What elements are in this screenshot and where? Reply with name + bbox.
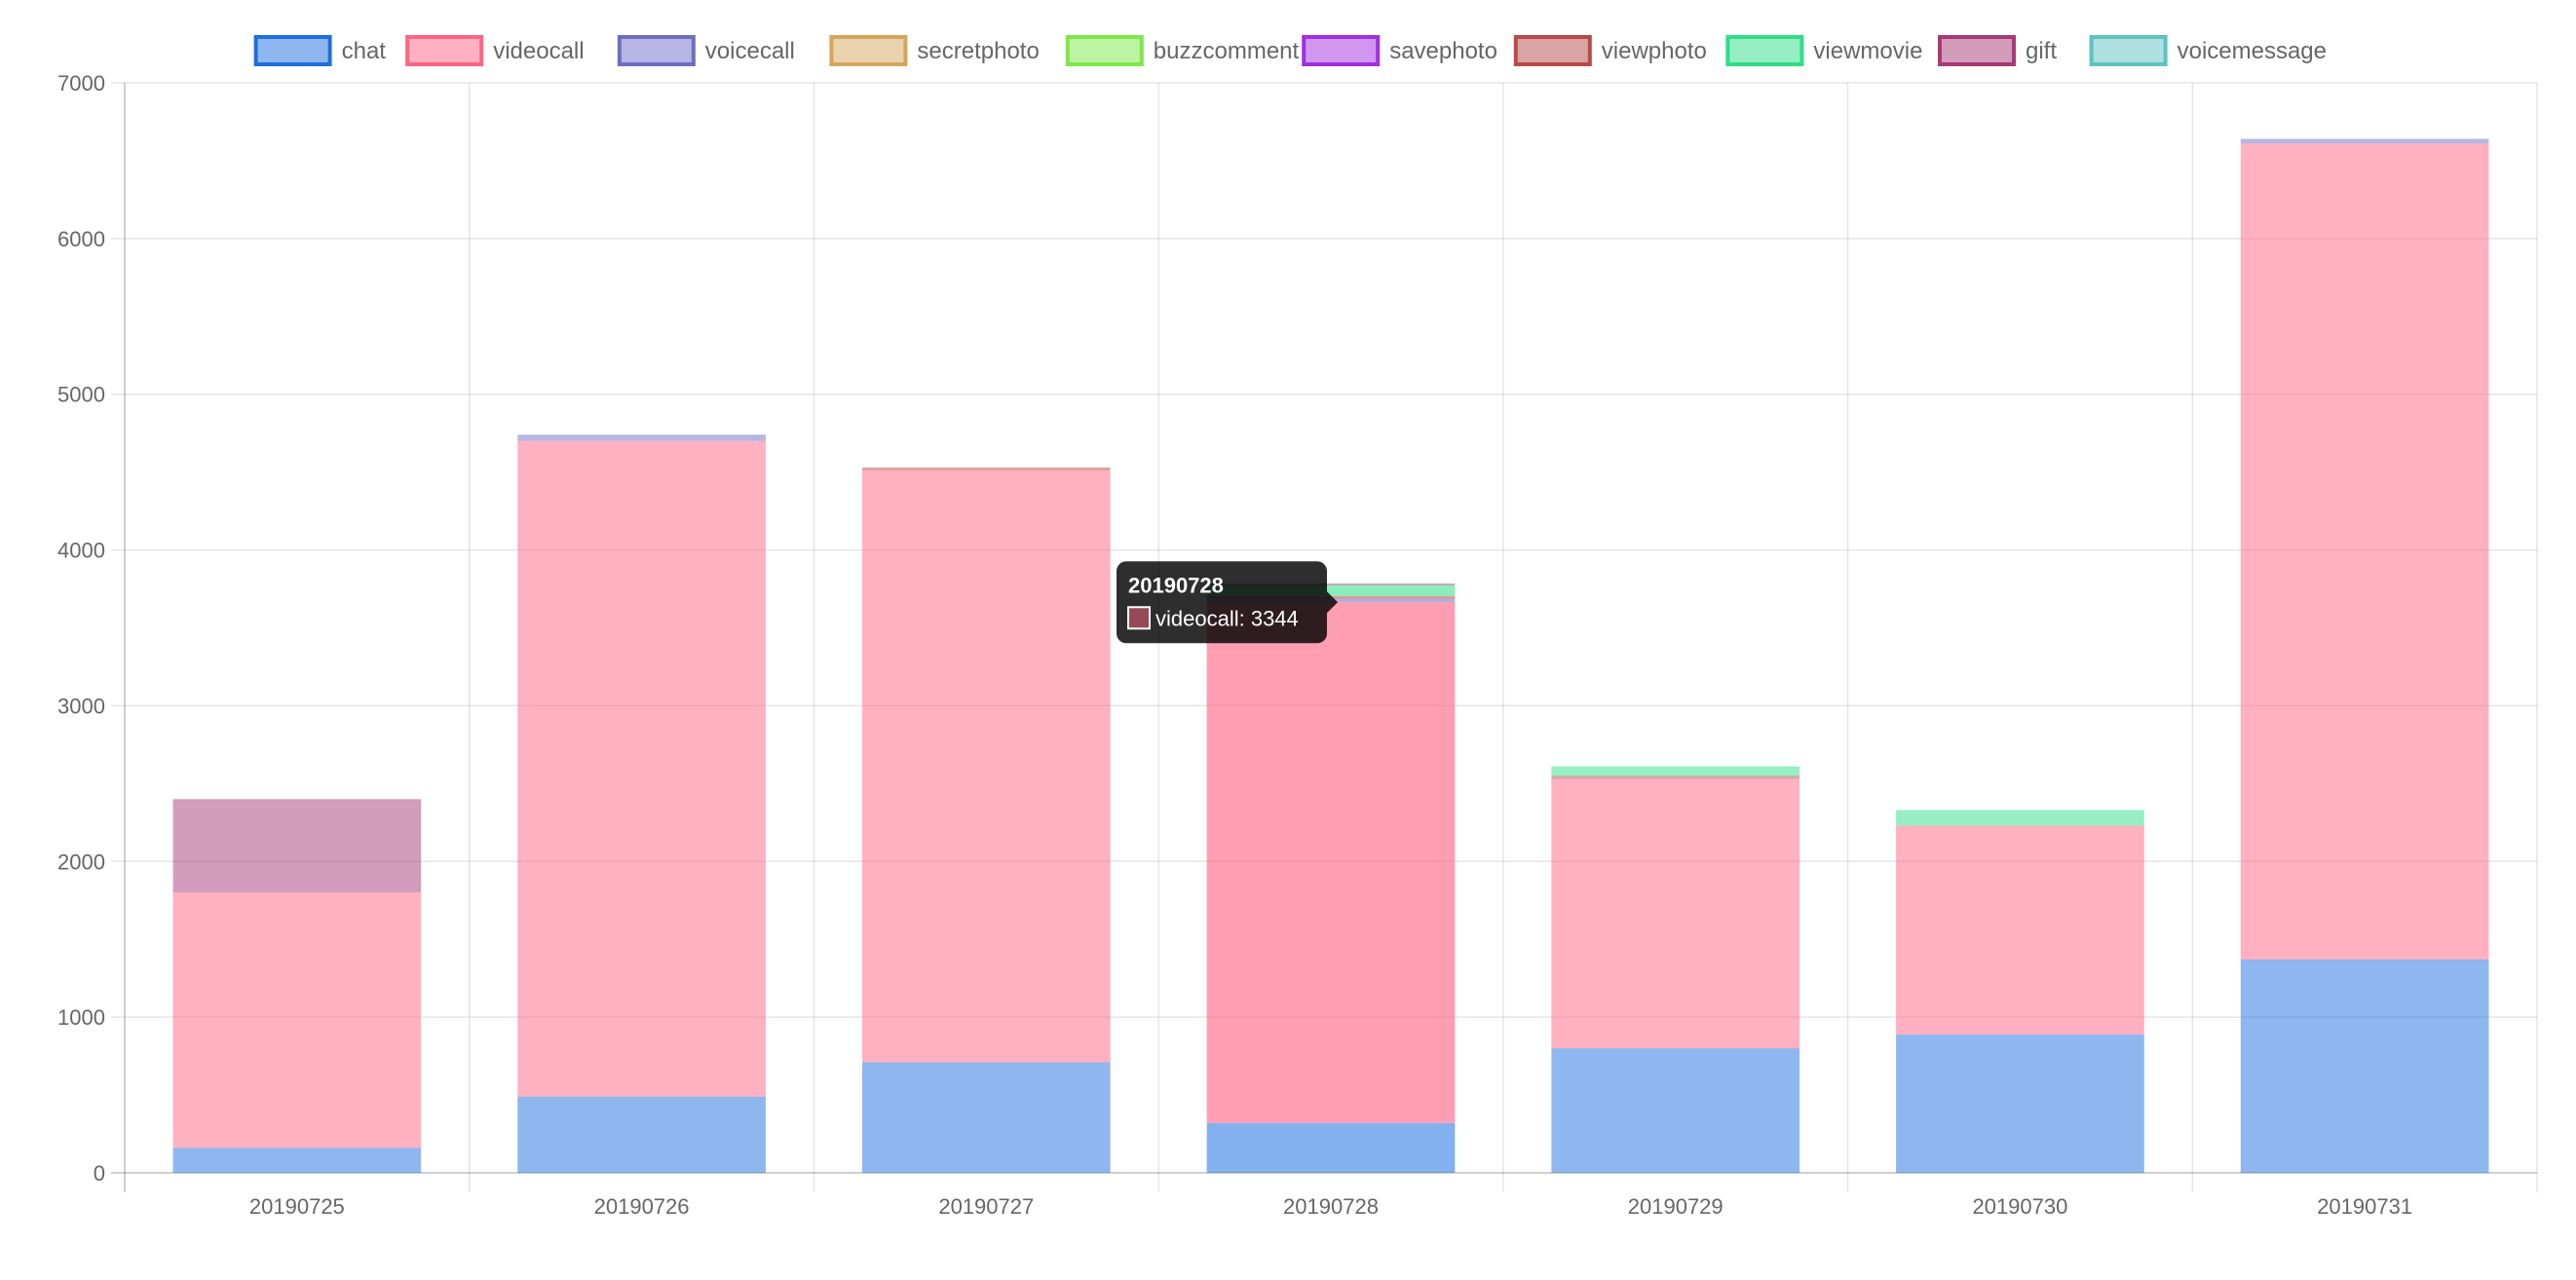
- legend-label: gift: [2026, 38, 2057, 64]
- bar-viewphoto-20190727[interactable]: [861, 467, 1111, 471]
- tooltip-background: [1117, 561, 1327, 644]
- legend-item-chat[interactable]: chat: [253, 35, 387, 66]
- legend-swatch: [1938, 35, 2016, 66]
- legend-label: voicemessage: [2178, 38, 2327, 64]
- y-tick-label: 7000: [57, 71, 105, 95]
- legend[interactable]: chat videocall voicecall secretphoto buzzcom…: [253, 35, 2327, 66]
- legend-label: buzzcomment: [1154, 38, 1300, 64]
- bar-videocall-20190727[interactable]: [861, 471, 1111, 1063]
- legend-item-buzzcomment[interactable]: buzzcomment: [1065, 35, 1300, 66]
- bar-videocall-20190729[interactable]: [1551, 778, 1800, 1049]
- legend-item-savephoto[interactable]: savephoto: [1302, 35, 1497, 66]
- legend-item-viewphoto[interactable]: viewphoto: [1513, 35, 1707, 66]
- bar-chat-20190730[interactable]: [1896, 1034, 2144, 1173]
- legend-label: chat: [342, 38, 387, 64]
- legend-swatch: [1065, 35, 1144, 66]
- legend-item-videocall[interactable]: videocall: [405, 35, 585, 66]
- axis-layer: 0 1000 2000 3000 4000 5000 6000 7000 20190725 201…: [57, 71, 2412, 1219]
- legend-label: viewphoto: [1602, 38, 1707, 64]
- bar-viewmovie-20190729[interactable]: [1551, 766, 1800, 776]
- legend-swatch: [1513, 35, 1592, 66]
- y-tick-label: 6000: [57, 227, 105, 251]
- x-tick-label: 20190729: [1628, 1194, 1724, 1219]
- y-tick-label: 5000: [57, 383, 105, 407]
- bar-viewmovie-20190728[interactable]: [1206, 584, 1456, 596]
- bar-chat-20190729[interactable]: [1551, 1048, 1800, 1173]
- tooltip-value: videocall: 3344: [1155, 606, 1299, 630]
- tooltip: 20190728 videocall: 3344: [1117, 561, 1338, 644]
- bar-chat-20190731[interactable]: [2240, 959, 2489, 1173]
- bar-chat-20190725[interactable]: [172, 1148, 422, 1173]
- legend-label: secretphoto: [917, 38, 1039, 64]
- bar-videocall-20190726[interactable]: [517, 440, 766, 1097]
- bar-voicecall-20190731[interactable]: [2240, 138, 2489, 144]
- legend-swatch: [1725, 35, 1804, 66]
- x-tick-label: 20190728: [1283, 1194, 1379, 1219]
- x-tick-label: 20190727: [938, 1194, 1034, 1219]
- grid-layer: [111, 82, 2538, 1192]
- bar-gift-20190728[interactable]: [1206, 584, 1456, 585]
- bar-videocall-20190731[interactable]: [2240, 143, 2489, 960]
- legend-item-viewmovie[interactable]: viewmovie: [1725, 35, 1922, 66]
- legend-swatch: [405, 35, 484, 66]
- x-tick-label: 20190725: [249, 1194, 345, 1219]
- y-tick-label: 4000: [57, 539, 105, 563]
- y-tick-label: 3000: [57, 694, 105, 718]
- legend-label: voicecall: [705, 38, 795, 64]
- legend-swatch: [1302, 35, 1381, 66]
- legend-label: viewmovie: [1813, 38, 1922, 64]
- bars-layer[interactable]: [172, 138, 2489, 1173]
- y-tick-label: 0: [94, 1161, 105, 1186]
- x-tick-label: 20190726: [594, 1194, 690, 1219]
- bar-gift-20190725[interactable]: [172, 799, 422, 893]
- bar-videocall-20190730[interactable]: [1896, 825, 2144, 1035]
- legend-swatch: [617, 35, 696, 66]
- bar-chat-20190726[interactable]: [517, 1096, 766, 1173]
- legend-label: savephoto: [1389, 38, 1497, 64]
- legend-item-gift[interactable]: gift: [1938, 35, 2057, 66]
- legend-swatch: [253, 35, 332, 66]
- legend-item-secretphoto[interactable]: secretphoto: [829, 35, 1040, 66]
- bar-chat-20190728[interactable]: [1206, 1122, 1456, 1173]
- legend-item-voicemessage[interactable]: voicemessage: [2089, 35, 2327, 66]
- tooltip-swatch: [1127, 606, 1151, 630]
- tooltip-box: 20190728 videocall: 3344: [1117, 561, 1338, 644]
- y-tick-label: 1000: [57, 1005, 105, 1030]
- y-tick-label: 2000: [57, 849, 105, 874]
- tooltip-caret: [1327, 591, 1338, 614]
- x-tick-label: 20190730: [1972, 1194, 2067, 1219]
- bar-videocall-20190725[interactable]: [172, 892, 422, 1148]
- tooltip-title: 20190728: [1128, 573, 1224, 597]
- bar-voicecall-20190726[interactable]: [517, 434, 766, 441]
- legend-swatch: [829, 35, 908, 66]
- bar-chat-20190727[interactable]: [861, 1062, 1111, 1173]
- legend-item-voicecall[interactable]: voicecall: [617, 35, 795, 66]
- bar-videocall-20190728[interactable]: [1206, 602, 1456, 1123]
- bar-viewmovie-20190730[interactable]: [1896, 809, 2144, 826]
- legend-swatch: [2089, 35, 2168, 66]
- legend-label: videocall: [493, 38, 584, 64]
- bar-viewphoto-20190729[interactable]: [1551, 775, 1800, 779]
- x-tick-label: 20190731: [2317, 1194, 2412, 1219]
